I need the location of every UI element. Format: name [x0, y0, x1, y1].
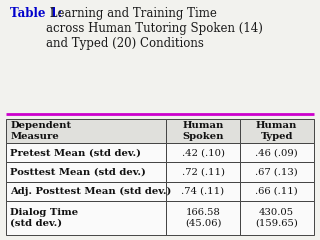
Bar	[6, 119, 166, 143]
Text: .72 (.11): .72 (.11)	[181, 168, 225, 177]
Text: Dialog Time
(std dev.): Dialog Time (std dev.)	[10, 208, 78, 228]
Bar	[240, 201, 314, 235]
Text: Dependent
Measure: Dependent Measure	[10, 121, 71, 141]
Text: Human
Spoken: Human Spoken	[182, 121, 224, 141]
Bar	[166, 143, 240, 162]
Text: Table 1:: Table 1:	[10, 7, 62, 20]
Text: Human
Typed: Human Typed	[256, 121, 297, 141]
Bar	[6, 182, 166, 201]
Bar	[166, 182, 240, 201]
Text: 166.58
(45.06): 166.58 (45.06)	[185, 208, 221, 228]
Text: Pretest Mean (std dev.): Pretest Mean (std dev.)	[10, 148, 141, 157]
Text: .67 (.13): .67 (.13)	[255, 168, 298, 177]
Text: .42 (.10): .42 (.10)	[181, 148, 225, 157]
Bar	[6, 162, 166, 182]
Text: Posttest Mean (std dev.): Posttest Mean (std dev.)	[10, 168, 146, 177]
Text: 430.05
(159.65): 430.05 (159.65)	[255, 208, 298, 228]
Bar	[240, 119, 314, 143]
Bar	[166, 119, 240, 143]
Bar	[240, 182, 314, 201]
Text: .66 (.11): .66 (.11)	[255, 187, 298, 196]
Bar	[166, 201, 240, 235]
Bar	[6, 143, 166, 162]
Text: Adj. Posttest Mean (std dev.): Adj. Posttest Mean (std dev.)	[10, 187, 172, 196]
Text: .74 (.11): .74 (.11)	[181, 187, 225, 196]
Bar	[6, 201, 166, 235]
Text: Learning and Training Time
across Human Tutoring Spoken (14)
and Typed (20) Cond: Learning and Training Time across Human …	[46, 7, 263, 50]
Bar	[240, 143, 314, 162]
Bar	[240, 162, 314, 182]
Bar	[166, 162, 240, 182]
Text: .46 (.09): .46 (.09)	[255, 148, 298, 157]
